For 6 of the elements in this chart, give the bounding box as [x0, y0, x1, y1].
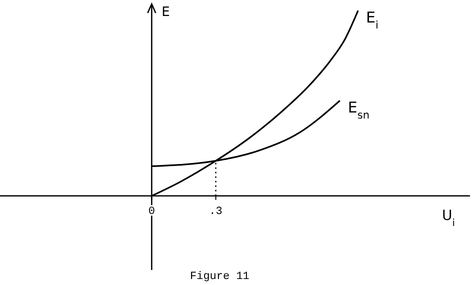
series-label: E$_{sn}$ — [348, 98, 370, 122]
x-tick-label: .3 — [209, 206, 222, 218]
y-axis-title: E — [162, 5, 170, 20]
caption: Figure 11 — [190, 271, 250, 283]
x-axis-title: U$_{i}$ — [442, 208, 455, 228]
series-label: E$_{i}$ — [366, 8, 378, 32]
